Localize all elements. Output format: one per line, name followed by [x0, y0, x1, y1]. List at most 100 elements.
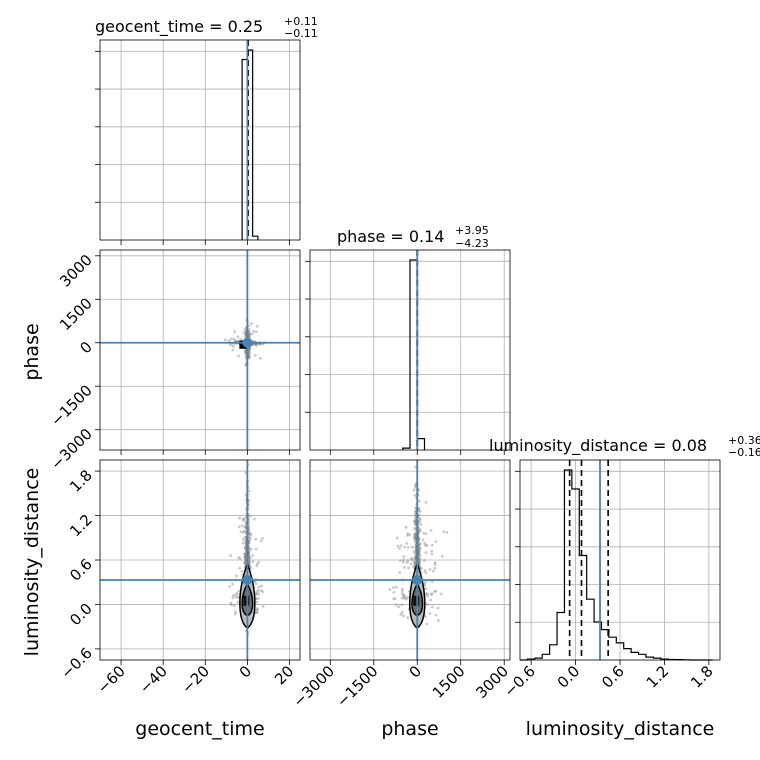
scatter-point	[242, 529, 246, 533]
scatter-point	[248, 556, 252, 560]
x-tick-label: 0	[406, 662, 425, 681]
scatter-point	[228, 343, 232, 347]
scatter-point	[402, 593, 405, 597]
scatter-point	[418, 543, 422, 547]
scatter-point	[403, 566, 407, 569]
scatter-point	[239, 338, 242, 341]
scatter-point	[413, 561, 417, 564]
scatter-point	[238, 566, 242, 570]
scatter-point	[248, 560, 251, 564]
scatter-point	[234, 610, 237, 614]
scatter-point	[247, 330, 251, 334]
scatter-point	[414, 517, 418, 521]
scatter-point	[392, 590, 396, 594]
scatter-point	[256, 597, 260, 600]
x-tick-label: 20	[271, 662, 297, 688]
scatter-point	[426, 592, 429, 596]
scatter-point	[258, 342, 261, 346]
y-tick-label: −0.6	[57, 644, 95, 682]
scatter-point	[434, 589, 438, 593]
scatter-point	[248, 531, 252, 535]
scatter-point	[417, 546, 421, 550]
scatter-point	[244, 556, 247, 560]
title-phase: phase = 0.14 +3.95 −4.23	[337, 224, 489, 250]
scatter-point	[250, 322, 253, 325]
panel-2d-geocent-distance: −0.6 0.0 0.6 1.2 1.8 −60 −40 −20 0 20	[57, 459, 301, 697]
panel-frame	[99, 39, 301, 241]
scatter-point	[418, 529, 422, 533]
scatter-point	[413, 519, 417, 523]
y-tick-label: 1.8	[66, 466, 96, 496]
scatter-point	[403, 545, 407, 549]
scatter-point	[413, 493, 417, 497]
scatter-point	[413, 514, 417, 518]
scatter-point	[234, 612, 237, 616]
scatter-point	[422, 531, 425, 535]
scatter-point	[426, 603, 429, 606]
scatter-point	[412, 549, 416, 553]
scatter-point	[257, 560, 261, 564]
scatter-point	[430, 592, 433, 596]
scatter-point	[244, 536, 247, 539]
scatter-point	[256, 608, 259, 612]
scatter-point	[253, 354, 257, 357]
scatter-point	[243, 560, 247, 563]
scatter-point	[418, 528, 422, 532]
scatter-point	[247, 560, 251, 563]
x-tick-label: 1500	[429, 662, 469, 702]
scatter-point	[392, 586, 395, 590]
scatter-point	[418, 510, 422, 513]
scatter-point	[243, 561, 247, 565]
scatter-point	[223, 338, 227, 342]
scatter-point	[412, 488, 416, 492]
scatter-point	[412, 565, 416, 568]
scatter-point	[412, 559, 416, 563]
scatter-point	[231, 344, 235, 348]
x-tick-label: −0.6	[500, 662, 538, 700]
y-tick-label: 1.2	[66, 511, 96, 541]
scatter-point	[243, 555, 247, 559]
scatter-point	[418, 560, 421, 563]
scatter-point	[234, 593, 238, 597]
scatter-point	[240, 524, 244, 528]
scatter-point	[257, 585, 261, 589]
scatter-point	[413, 557, 417, 561]
scatter-point	[247, 489, 251, 493]
y-tick-label: −1500	[47, 381, 96, 430]
scatter-point	[413, 510, 417, 514]
scatter-point	[424, 615, 427, 619]
scatter-point	[402, 558, 405, 562]
scatter-point	[247, 539, 251, 543]
scatter-point	[413, 519, 416, 523]
scatter-point	[418, 556, 421, 560]
scatter-point	[248, 350, 252, 354]
scatter-point	[237, 525, 241, 529]
scatter-point	[413, 534, 417, 538]
scatter-point	[258, 356, 262, 360]
scatter-point	[433, 563, 437, 566]
scatter-point	[229, 337, 233, 341]
scatter-point	[235, 591, 239, 595]
scatter-point	[439, 592, 443, 596]
scatter-point	[401, 560, 405, 564]
scatter-point	[244, 535, 247, 539]
scatter-point	[255, 564, 259, 568]
scatter-point	[247, 331, 251, 335]
scatter-point	[255, 607, 259, 611]
scatter-point	[424, 501, 428, 504]
scatter-point	[413, 556, 417, 559]
scatter-point	[388, 588, 392, 591]
scatter-point	[397, 605, 401, 609]
scatter-point	[402, 596, 406, 600]
scatter-point	[424, 544, 428, 548]
scatter-point	[396, 544, 400, 548]
scatter-point	[243, 517, 246, 521]
scatter-point	[247, 327, 251, 331]
scatter-point	[430, 592, 434, 596]
scatter-point	[418, 517, 422, 520]
scatter-point	[248, 537, 252, 541]
x-tick-label: −20	[178, 662, 213, 697]
scatter-point	[418, 549, 421, 553]
scatter-point	[406, 559, 410, 563]
scatter-point	[418, 519, 421, 523]
